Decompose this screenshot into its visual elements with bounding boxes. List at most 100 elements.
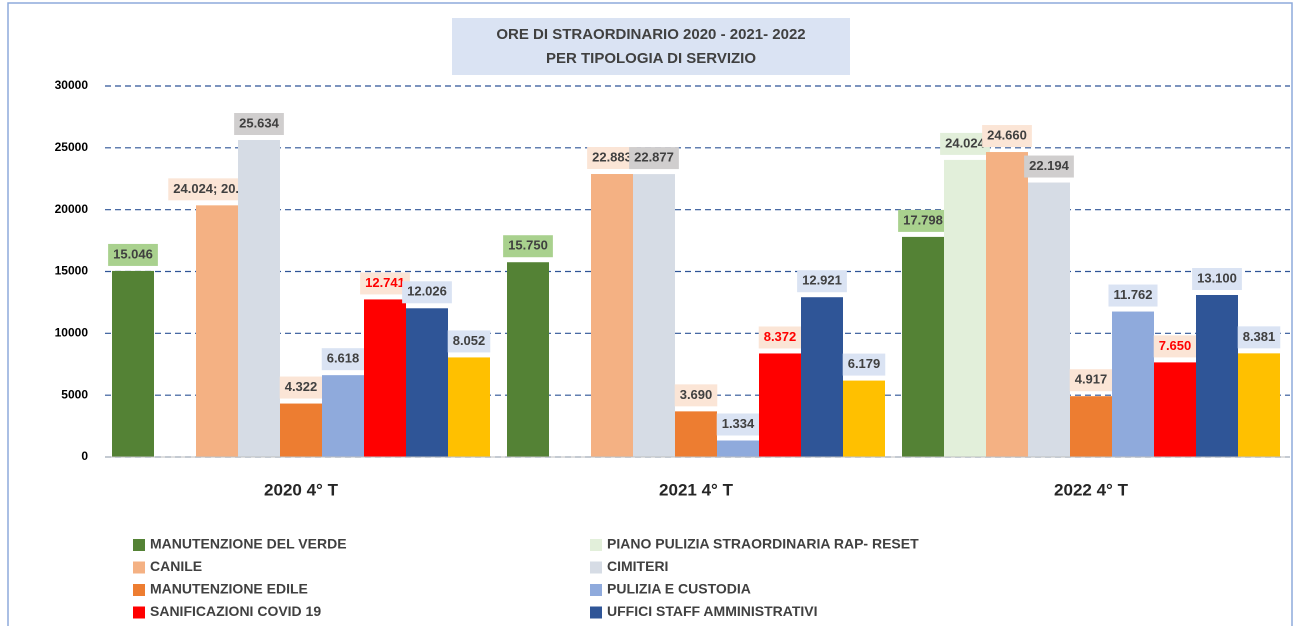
y-tick-label: 30000: [55, 78, 89, 92]
value-label: 8.372: [764, 329, 797, 344]
legend-swatch: [590, 606, 602, 619]
legend-swatch: [133, 539, 145, 551]
value-label: 7.650: [1159, 338, 1192, 353]
value-label-box: [797, 270, 847, 293]
x-tick-label: 2021 4° T: [659, 480, 734, 499]
legend-label: MANUTENZIONE EDILE: [150, 581, 308, 597]
value-label: 8.381: [1243, 329, 1276, 344]
value-label-box: [1069, 369, 1113, 392]
bar: [591, 174, 633, 458]
y-tick-label: 10000: [55, 326, 89, 340]
value-label: 4.322: [285, 379, 318, 394]
bar: [406, 308, 448, 457]
bar: [1238, 353, 1280, 457]
value-label: 8.052: [453, 333, 486, 348]
value-label-box: [1237, 326, 1281, 349]
legend-label: UFFICI STAFF AMMINISTRATIVI: [607, 603, 818, 619]
y-tick-label: 15000: [55, 264, 89, 278]
legend-label: MANUTENZIONE DEL VERDE: [150, 536, 347, 552]
value-label: 4.917: [1075, 372, 1108, 387]
legend-label: PULIZIA E CUSTODIA: [607, 581, 751, 597]
value-label: 25.634: [239, 115, 280, 130]
value-label-box: [629, 147, 679, 170]
value-label: 12.921: [802, 273, 842, 288]
x-tick-label: 2022 4° T: [1054, 480, 1129, 499]
value-label: 3.690: [680, 387, 713, 402]
value-label-box: [842, 353, 886, 376]
value-label-box: [758, 326, 802, 349]
bar: [322, 375, 364, 457]
value-label: 22.883: [592, 149, 632, 164]
legend-swatch: [133, 606, 145, 619]
value-label-box: [108, 243, 158, 266]
value-label-box: [716, 413, 760, 436]
legend-label: SANIFICAZIONI COVID 19: [150, 603, 321, 619]
bar: [238, 139, 280, 458]
value-label-box: [360, 272, 410, 295]
value-label: 12.741: [365, 275, 405, 290]
chart-subtitle: PER TIPOLOGIA DI SERVIZIO: [546, 50, 756, 67]
bar: [944, 159, 986, 457]
legend-swatch: [590, 539, 602, 551]
bar: [1112, 311, 1154, 457]
y-tick-label: 0: [81, 449, 88, 463]
bar: [364, 299, 406, 457]
legend-label: CANILE: [150, 558, 202, 574]
value-label: 6.618: [327, 351, 360, 366]
legend-label: PIANO PULIZIA STRAORDINARIA RAP- RESET: [607, 536, 919, 552]
bar: [759, 353, 801, 457]
bar: [633, 174, 675, 457]
bar: [1196, 294, 1238, 457]
legend-swatch: [590, 584, 602, 596]
bar: [801, 297, 843, 457]
title-box: [452, 18, 850, 75]
value-label-box: [674, 384, 718, 407]
value-label: 15.046: [113, 246, 153, 261]
value-label-box: [1153, 335, 1197, 358]
value-label-box: [402, 281, 452, 304]
value-label-box: [321, 348, 365, 371]
value-label-box: [503, 235, 553, 258]
bar: [196, 205, 238, 457]
value-label-box: [940, 132, 990, 155]
value-label-box: [279, 376, 323, 399]
bar: [1070, 396, 1112, 457]
value-label-box: [587, 147, 637, 170]
bar: [717, 440, 759, 457]
value-label-box: [1108, 284, 1158, 307]
bar: [986, 152, 1028, 457]
value-label-box: [898, 209, 948, 232]
value-label: 22.877: [634, 150, 674, 165]
chart-title: ORE DI STRAORDINARIO 2020 - 2021- 2022: [496, 26, 805, 43]
value-label: 13.100: [1197, 270, 1237, 285]
bar: [507, 262, 549, 457]
bar: [280, 403, 322, 457]
frame: [7, 2, 1293, 626]
value-label: 24.024: [945, 135, 986, 150]
bar: [448, 357, 490, 457]
value-label: 12.026: [407, 284, 447, 299]
legend-swatch: [133, 561, 145, 574]
bar: [112, 270, 154, 457]
value-label: 17.798: [903, 212, 943, 227]
value-label: 1.334: [722, 416, 755, 431]
bar: [843, 380, 885, 457]
y-tick-label: 20000: [55, 202, 89, 216]
bar: [1154, 362, 1196, 457]
legend-label: CIMITERI: [607, 558, 668, 574]
value-label-box: [1024, 155, 1074, 178]
value-label-box: [234, 112, 284, 135]
bar: [1028, 182, 1070, 458]
value-label-box: [1192, 267, 1242, 290]
legend-swatch: [133, 584, 145, 596]
value-label: 22.194: [1029, 158, 1070, 173]
legend-swatch: [590, 561, 602, 574]
value-label-box: [447, 330, 491, 353]
value-label: 15.750: [508, 238, 548, 253]
value-label-box: [982, 125, 1032, 148]
value-label: 11.762: [1113, 287, 1152, 302]
y-tick-label: 25000: [55, 140, 89, 154]
value-label: 24.660: [987, 127, 1027, 142]
bar: [902, 236, 944, 457]
